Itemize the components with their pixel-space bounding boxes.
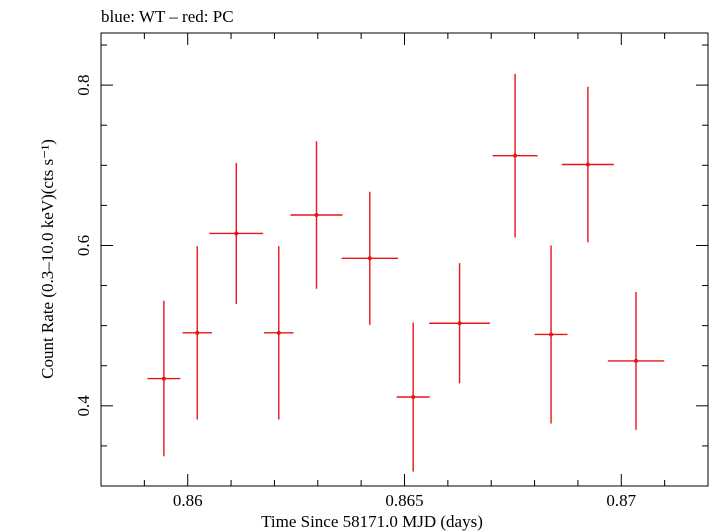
point-marker xyxy=(411,395,416,400)
point-marker xyxy=(161,376,166,381)
data-point xyxy=(561,86,614,243)
data-point xyxy=(290,141,343,289)
point-marker xyxy=(634,358,639,363)
point-marker xyxy=(367,256,372,261)
data-point xyxy=(147,300,181,457)
x-tick-label: 0.865 xyxy=(385,491,423,510)
x-axis-ticks: 0.86 0.865 0.87 xyxy=(100,33,709,510)
x-tick-label: 0.87 xyxy=(606,491,636,510)
x-tick-label: 0.86 xyxy=(173,491,203,510)
point-marker xyxy=(195,330,200,335)
x-axis-title: Time Since 58171.0 MJD (days) xyxy=(261,512,483,531)
data-point xyxy=(607,291,665,430)
data-point xyxy=(182,246,212,420)
data-point xyxy=(534,245,568,424)
data-series-pc xyxy=(147,73,665,472)
point-marker xyxy=(457,321,462,326)
point-marker xyxy=(234,231,239,236)
y-tick-label: 0.6 xyxy=(74,235,93,256)
y-axis-title: Count Rate (0.3–10.0 keV)(cts s⁻¹) xyxy=(38,139,57,379)
point-marker xyxy=(513,153,518,158)
y-axis-ticks: 0.4 0.6 0.8 xyxy=(74,44,708,487)
point-marker xyxy=(314,213,319,218)
data-point xyxy=(429,263,490,384)
plot-frame xyxy=(100,32,709,487)
y-tick-label: 0.4 xyxy=(74,395,93,417)
data-point xyxy=(492,73,538,238)
data-point xyxy=(209,162,264,304)
point-marker xyxy=(276,330,281,335)
point-marker xyxy=(585,162,590,167)
y-tick-label: 0.8 xyxy=(74,74,93,95)
data-point xyxy=(264,246,294,420)
chart-title: blue: WT – red: PC xyxy=(101,7,234,26)
data-point xyxy=(341,191,398,325)
data-point xyxy=(396,322,430,472)
point-marker xyxy=(549,332,554,337)
